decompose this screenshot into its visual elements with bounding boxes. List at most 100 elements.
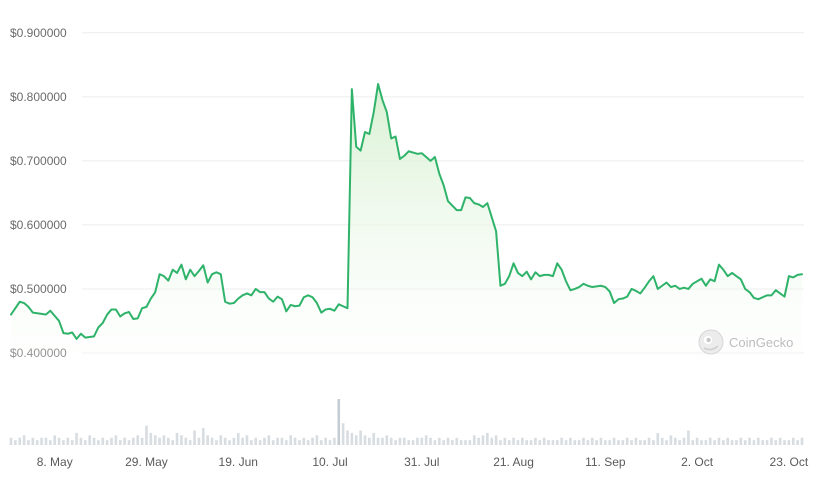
price-point (556, 262, 558, 264)
price-point (27, 306, 29, 308)
price-point (722, 269, 724, 271)
volume-bar (132, 437, 135, 445)
volume-bar (206, 435, 209, 445)
volume-bar (188, 440, 192, 445)
volume-bar (538, 440, 542, 445)
volume-bar (363, 435, 367, 445)
volume-bar (551, 440, 555, 445)
volume-bar (88, 435, 91, 445)
price-point (639, 292, 641, 294)
price-point (661, 285, 663, 287)
volume-bar (372, 432, 376, 445)
price-point (128, 311, 130, 313)
x-tick-label: 19. Jun (219, 455, 258, 469)
volume-bar (529, 440, 533, 445)
price-point (788, 275, 790, 277)
volume-bar (153, 435, 157, 445)
volume-bar (608, 440, 612, 445)
price-point (141, 307, 143, 309)
price-point (403, 155, 405, 157)
volume-bar (617, 440, 620, 445)
price-point (58, 320, 60, 322)
volume-bar (525, 440, 528, 445)
price-point (560, 269, 562, 271)
price-point (700, 278, 702, 280)
price-point (394, 135, 396, 137)
volume-bar (394, 440, 397, 445)
volume-bar (83, 440, 87, 445)
volume-bar (97, 440, 100, 445)
volume-bar (105, 440, 109, 445)
volume-bar (398, 437, 402, 445)
volume-bar (263, 437, 266, 445)
volume-bar (75, 432, 78, 445)
volume-bar (534, 437, 537, 445)
price-point (123, 312, 125, 314)
price-point (351, 88, 353, 90)
price-point (495, 230, 497, 232)
volume-bar (752, 440, 756, 445)
volume-bar (669, 435, 673, 445)
price-point (687, 288, 689, 290)
volume-bar (708, 437, 712, 445)
volume-bar (743, 440, 747, 445)
volume-bar (118, 440, 122, 445)
price-point (355, 146, 357, 148)
volume-bar (547, 440, 550, 445)
volume-bar (542, 437, 546, 445)
watermark-label: CoinGecko (729, 335, 793, 350)
x-tick-label: 2. Oct (681, 455, 714, 469)
price-point (167, 279, 169, 281)
price-point (268, 297, 270, 299)
price-point (220, 273, 222, 275)
price-point (88, 336, 90, 338)
volume-bar (494, 435, 498, 445)
price-point (294, 305, 296, 307)
volume-bar (665, 440, 668, 445)
price-point (32, 311, 34, 313)
volume-bar (464, 440, 467, 445)
price-point (303, 296, 305, 298)
price-point (399, 158, 401, 160)
price-point (416, 153, 418, 155)
price-point (329, 308, 331, 310)
x-tick-label: 31. Jul (404, 455, 439, 469)
price-point (14, 307, 16, 309)
price-point (49, 310, 51, 312)
price-point (678, 288, 680, 290)
price-point (311, 296, 313, 298)
price-point (792, 276, 794, 278)
price-point (62, 332, 64, 334)
volume-bar (175, 432, 179, 445)
volume-bar (411, 440, 415, 445)
price-point (93, 335, 95, 337)
price-point (456, 209, 458, 211)
x-tick-label: 10. Jul (312, 455, 347, 469)
price-point (425, 156, 427, 158)
volume-bar (250, 440, 253, 445)
price-point (547, 274, 549, 276)
price-point (718, 263, 720, 265)
price-point (609, 290, 611, 292)
x-tick-label: 23. Oct (770, 455, 809, 469)
volume-bar (569, 437, 572, 445)
price-point (281, 298, 283, 300)
volume-bar (136, 435, 140, 445)
volume-bar (621, 440, 625, 445)
volume-bar (354, 435, 358, 445)
volume-bar (560, 437, 563, 445)
price-point (600, 285, 602, 287)
price-point (766, 294, 768, 296)
volume-bar (22, 435, 26, 445)
volume-bar (730, 440, 734, 445)
volume-bar (289, 435, 293, 445)
volume-bar (333, 437, 336, 445)
volume-bar (625, 437, 629, 445)
volume-bar (800, 437, 804, 445)
price-point (158, 273, 160, 275)
price-point (727, 275, 729, 277)
price-point (491, 216, 493, 218)
price-point (407, 150, 409, 152)
volume-bar (350, 432, 354, 445)
price-point (19, 301, 21, 303)
